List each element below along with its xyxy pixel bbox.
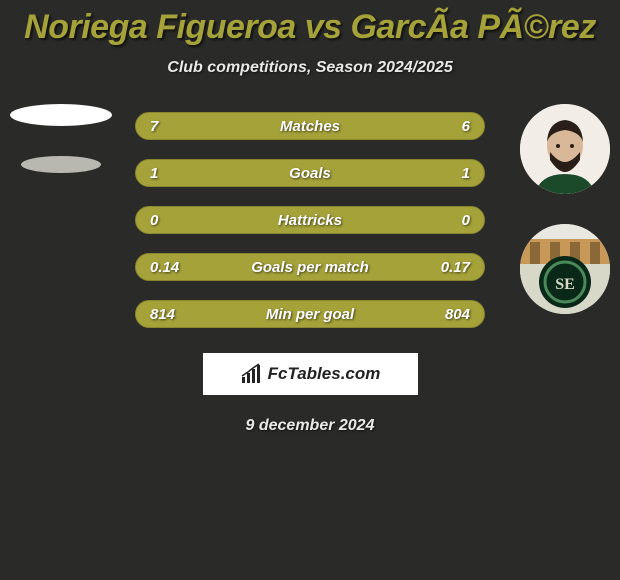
brand-attribution[interactable]: FcTables.com	[203, 353, 418, 395]
chart-icon	[240, 363, 262, 385]
stat-label: Goals	[289, 165, 331, 182]
stat-label: Matches	[280, 118, 340, 135]
left-player-column	[10, 104, 112, 173]
stat-right-value: 0	[430, 212, 470, 229]
stat-left-value: 0.14	[150, 259, 190, 276]
stat-label: Min per goal	[266, 306, 354, 323]
stat-right-value: 1	[430, 165, 470, 182]
stat-row-matches: 7 Matches 6	[135, 112, 485, 140]
stat-right-value: 6	[430, 118, 470, 135]
right-player-column: SE	[520, 104, 610, 314]
stat-left-value: 0	[150, 212, 190, 229]
stat-left-value: 7	[150, 118, 190, 135]
subtitle: Club competitions, Season 2024/2025	[0, 59, 620, 77]
date-label: 9 december 2024	[0, 417, 620, 435]
stat-right-value: 804	[430, 306, 470, 323]
stat-row-hattricks: 0 Hattricks 0	[135, 206, 485, 234]
page-title: Noriega Figueroa vs GarcÃa PÃ©rez	[0, 0, 620, 47]
stat-right-value: 0.17	[430, 259, 470, 276]
brand-name: FcTables.com	[268, 364, 381, 384]
team-badge: SE	[520, 224, 610, 314]
stat-label: Goals per match	[251, 259, 369, 276]
team-crest-icon: SE	[520, 224, 610, 314]
stat-left-value: 814	[150, 306, 190, 323]
stats-list: 7 Matches 6 1 Goals 1 0 Hattricks 0 0.14…	[135, 112, 485, 328]
comparison-panel: SE 7 Matches 6 1 Goals 1 0 Hattricks 0 0…	[0, 112, 620, 328]
stat-label: Hattricks	[278, 212, 342, 229]
stat-row-goals-per-match: 0.14 Goals per match 0.17	[135, 253, 485, 281]
svg-text:SE: SE	[555, 276, 575, 293]
player-avatar	[520, 104, 610, 194]
stat-left-value: 1	[150, 165, 190, 182]
stat-row-goals: 1 Goals 1	[135, 159, 485, 187]
avatar-placeholder-bottom	[21, 156, 101, 173]
avatar-placeholder-top	[10, 104, 112, 126]
stat-row-min-per-goal: 814 Min per goal 804	[135, 300, 485, 328]
player-headshot-icon	[520, 104, 610, 194]
